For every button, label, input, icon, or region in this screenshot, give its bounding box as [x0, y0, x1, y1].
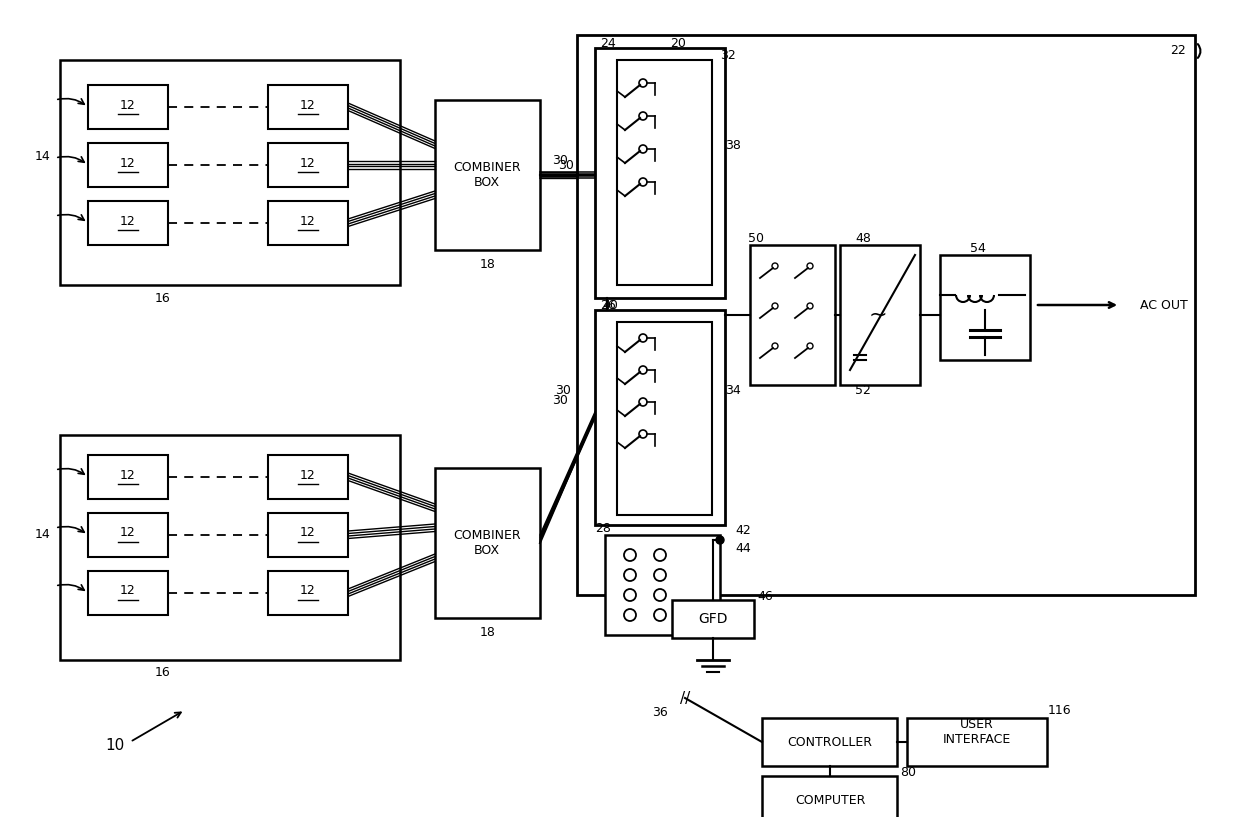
Text: 48: 48: [856, 231, 870, 244]
Text: COMBINER
BOX: COMBINER BOX: [453, 161, 521, 189]
Bar: [763, 776, 897, 817]
Text: 18: 18: [480, 627, 496, 640]
Bar: [435, 100, 539, 250]
Bar: [763, 718, 897, 766]
Text: 54: 54: [970, 242, 986, 255]
Text: 16: 16: [155, 666, 171, 678]
Text: 38: 38: [725, 139, 740, 151]
Text: 116: 116: [1048, 703, 1071, 717]
Text: 16: 16: [155, 292, 171, 305]
Text: 12: 12: [120, 584, 136, 597]
Bar: [268, 201, 348, 245]
Text: 14: 14: [35, 529, 50, 542]
Bar: [268, 85, 348, 129]
Text: 12: 12: [300, 215, 316, 227]
Text: 34: 34: [725, 383, 740, 396]
Bar: [268, 571, 348, 615]
Text: 30: 30: [556, 383, 570, 396]
Bar: [750, 245, 835, 385]
Text: 12: 12: [300, 157, 316, 169]
Text: COMBINER
BOX: COMBINER BOX: [453, 529, 521, 557]
Text: 12: 12: [120, 215, 136, 227]
Text: 36: 36: [652, 706, 668, 718]
Text: 12: 12: [120, 157, 136, 169]
Circle shape: [715, 536, 724, 544]
Text: 18: 18: [480, 258, 496, 271]
Bar: [435, 468, 539, 618]
Text: 12: 12: [300, 584, 316, 597]
Text: 30: 30: [552, 394, 568, 407]
Bar: [595, 48, 725, 298]
Text: ~: ~: [869, 305, 888, 325]
Bar: [618, 60, 712, 285]
Text: 12: 12: [300, 468, 316, 481]
Text: COMPUTER: COMPUTER: [795, 793, 866, 806]
Text: 20: 20: [670, 37, 686, 50]
Bar: [88, 143, 167, 187]
Bar: [88, 513, 167, 557]
Bar: [88, 201, 167, 245]
Text: 32: 32: [720, 48, 735, 61]
Text: 12: 12: [300, 526, 316, 539]
Bar: [839, 245, 920, 385]
Text: 26: 26: [600, 298, 616, 311]
Bar: [940, 255, 1030, 360]
Bar: [88, 571, 167, 615]
Bar: [88, 85, 167, 129]
Text: 12: 12: [120, 468, 136, 481]
Text: CONTROLLER: CONTROLLER: [787, 735, 873, 748]
Text: 12: 12: [120, 99, 136, 111]
Text: 14: 14: [35, 150, 50, 163]
Text: 10: 10: [105, 738, 124, 752]
Text: AC OUT: AC OUT: [1140, 298, 1188, 311]
Text: //: //: [680, 690, 691, 706]
Text: 52: 52: [856, 383, 870, 396]
Bar: [605, 535, 720, 635]
Bar: [268, 455, 348, 499]
Text: 80: 80: [900, 766, 916, 779]
Bar: [906, 718, 1047, 766]
Text: USER
INTERFACE: USER INTERFACE: [942, 718, 1011, 746]
Bar: [268, 513, 348, 557]
Bar: [618, 322, 712, 515]
Text: 24: 24: [600, 37, 616, 50]
Bar: [60, 60, 401, 285]
Text: 44: 44: [735, 542, 750, 555]
Bar: [60, 435, 401, 660]
Text: 40: 40: [603, 298, 618, 311]
Text: 12: 12: [120, 526, 136, 539]
Text: 50: 50: [748, 231, 764, 244]
Text: 46: 46: [756, 590, 773, 602]
Text: GFD: GFD: [698, 612, 728, 626]
Bar: [672, 600, 754, 638]
Text: 42: 42: [735, 524, 750, 537]
Text: 22: 22: [1171, 43, 1185, 56]
Bar: [595, 310, 725, 525]
Text: 30: 30: [558, 158, 574, 172]
Bar: [268, 143, 348, 187]
Bar: [577, 35, 1195, 595]
Text: 30: 30: [552, 154, 568, 167]
Text: 28: 28: [595, 521, 611, 534]
Text: 12: 12: [300, 99, 316, 111]
Bar: [88, 455, 167, 499]
